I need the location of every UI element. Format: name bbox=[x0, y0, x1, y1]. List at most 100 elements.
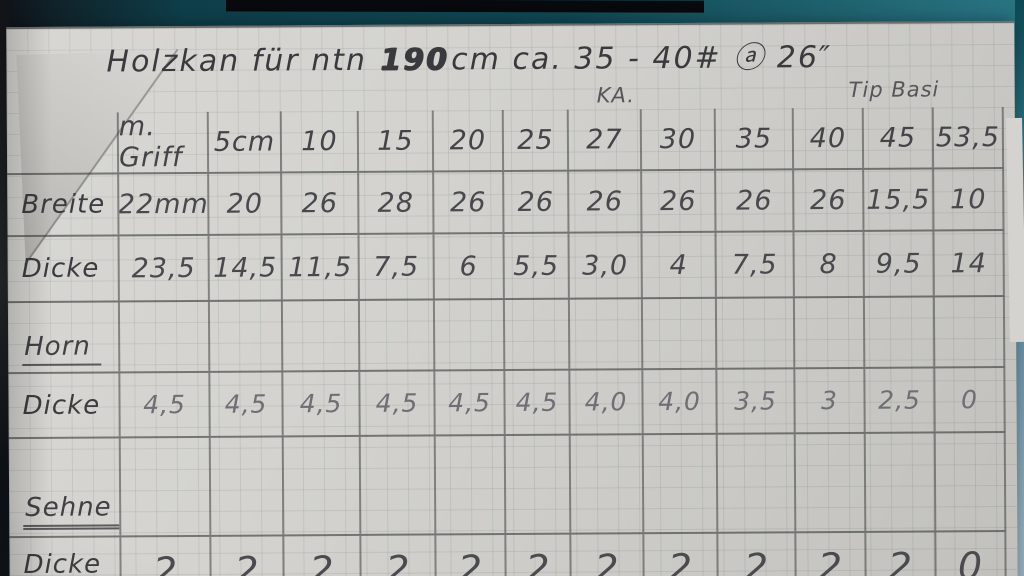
empty-cell bbox=[283, 436, 362, 535]
table-data-row: Dicke 2 2 2 2 2 2 2 2 2 2 2 0 bbox=[9, 531, 1007, 576]
value-cell: 11,5 bbox=[282, 234, 360, 300]
table-data-row: Dicke 23,5 14,5 11,5 7,5 6 5,5 3,0 4 7,5 8 9,5 14 bbox=[7, 230, 1005, 304]
value-cell: 28 bbox=[359, 172, 435, 233]
value-cell: 7,5 bbox=[359, 234, 435, 299]
value-cell: 2 bbox=[644, 533, 719, 576]
value-cell: 23,5 bbox=[119, 235, 210, 301]
value-cell: 3,0 bbox=[569, 233, 643, 298]
value-cell: 2 bbox=[506, 534, 572, 576]
value-cell: 0 bbox=[935, 367, 1006, 432]
dark-strip-top bbox=[225, 0, 705, 13]
column-header-cell: m. Griff bbox=[118, 111, 210, 173]
row-label-cell: Dicke bbox=[8, 373, 121, 438]
empty-cell bbox=[794, 297, 866, 368]
title-suffix: cm ca. 35 - 40# ⓐ 26″ bbox=[451, 40, 833, 78]
empty-cell bbox=[504, 299, 571, 370]
value-cell: 15,5 bbox=[864, 169, 935, 230]
empty-cell bbox=[209, 301, 284, 371]
empty-cell bbox=[120, 437, 212, 536]
value-cell: 22mm bbox=[119, 173, 210, 235]
empty-cell bbox=[360, 436, 437, 534]
value-cell: 26 bbox=[434, 172, 505, 233]
section-label-text: Horn bbox=[22, 331, 101, 366]
measurement-table: m. Griff 5cm 10 15 20 25 27 30 35 40 45 53,5 Breite 2… bbox=[6, 106, 1007, 576]
empty-cell bbox=[435, 436, 507, 534]
empty-cell bbox=[505, 435, 572, 534]
page-title: Holzkan für ntn 190cm ca. 35 - 40# ⓐ 26″ bbox=[106, 38, 832, 82]
section-label-cell: Sehne bbox=[8, 438, 122, 537]
table-section-row: Sehne bbox=[8, 432, 1007, 539]
table-data-row: Breite 22mm 20 26 28 26 26 26 26 26 26 15,5 10 bbox=[7, 168, 1005, 238]
column-header-cell: 30 bbox=[641, 108, 717, 170]
value-cell: 14,5 bbox=[209, 235, 283, 300]
value-cell: 10 bbox=[934, 168, 1005, 230]
value-cell: 2 bbox=[284, 535, 362, 576]
value-cell: 3 bbox=[795, 368, 866, 433]
value-cell: 4,5 bbox=[505, 370, 571, 435]
column-header-cell: 35 bbox=[715, 108, 795, 169]
title-prefix: Holzkan für ntn bbox=[106, 42, 368, 80]
value-cell: 5,5 bbox=[504, 233, 570, 299]
empty-cell bbox=[642, 298, 718, 369]
value-cell: 4,5 bbox=[120, 372, 211, 437]
value-cell: 20 bbox=[209, 173, 283, 234]
table-data-row: Dicke 4,5 4,5 4,5 4,5 4,5 4,5 4,0 4,0 3,5 3 2,5 0 bbox=[8, 367, 1006, 440]
paper-sheet: Holzkan für ntn 190cm ca. 35 - 40# ⓐ 26″… bbox=[6, 20, 1018, 576]
value-cell: 2 bbox=[361, 535, 437, 576]
section-label-text: Sehne bbox=[23, 492, 122, 530]
value-cell: 2 bbox=[571, 534, 645, 576]
empty-cell bbox=[434, 300, 506, 370]
value-cell: 2 bbox=[121, 536, 212, 576]
value-cell: 4,5 bbox=[283, 371, 361, 436]
section-label-cell: Horn bbox=[7, 302, 121, 373]
value-cell: 6 bbox=[434, 234, 505, 299]
value-cell: 14 bbox=[934, 230, 1005, 296]
value-cell: 7,5 bbox=[716, 232, 795, 297]
value-cell: 26 bbox=[716, 170, 795, 231]
empty-cell bbox=[569, 299, 644, 369]
empty-cell bbox=[865, 433, 937, 531]
value-cell: 26 bbox=[504, 171, 570, 233]
value-cell: 26 bbox=[794, 169, 865, 231]
empty-cell bbox=[282, 300, 361, 371]
column-header-cell: 25 bbox=[503, 109, 570, 171]
row-label-cell: Dicke bbox=[9, 537, 122, 576]
empty-cell bbox=[359, 300, 436, 370]
annotation-tip-basi: Tip Basi bbox=[848, 77, 940, 102]
value-cell: 4,5 bbox=[435, 371, 506, 435]
value-cell: 26 bbox=[569, 171, 643, 232]
column-header-cell: 5cm bbox=[208, 111, 283, 172]
column-header-cell: 53,5 bbox=[933, 106, 1005, 168]
value-cell: 2 bbox=[866, 532, 937, 576]
title-scribbled-number: 190 bbox=[380, 42, 450, 78]
value-cell: 9,5 bbox=[864, 231, 935, 296]
value-cell: 4 bbox=[642, 232, 717, 298]
value-cell: 2,5 bbox=[865, 368, 936, 432]
value-cell: 4,5 bbox=[210, 372, 284, 436]
column-header-cell: 27 bbox=[568, 109, 643, 170]
row-label-cell: Dicke bbox=[7, 236, 120, 302]
empty-cell bbox=[643, 434, 719, 533]
value-cell: 3,5 bbox=[717, 369, 796, 433]
annotation-ka: KA. bbox=[596, 83, 635, 108]
paper-edge-patch bbox=[1006, 117, 1024, 343]
photo-left-edge bbox=[0, 0, 9, 470]
table-section-row: Horn bbox=[7, 296, 1006, 375]
empty-cell bbox=[570, 435, 645, 533]
row-label-cell: Breite bbox=[7, 174, 120, 236]
empty-cell bbox=[210, 437, 285, 535]
value-cell: 26 bbox=[282, 172, 360, 234]
corner-cell bbox=[6, 112, 120, 174]
value-cell: 4,5 bbox=[360, 371, 436, 435]
table-header-row: m. Griff 5cm 10 15 20 25 27 30 35 40 45 53,5 bbox=[6, 106, 1005, 176]
value-cell: 2 bbox=[436, 535, 507, 576]
empty-cell bbox=[935, 432, 1007, 531]
column-header-cell: 45 bbox=[863, 107, 935, 168]
value-cell: 26 bbox=[642, 170, 717, 232]
empty-cell bbox=[795, 433, 867, 532]
column-header-cell: 10 bbox=[281, 110, 360, 172]
value-cell: 2 bbox=[718, 533, 797, 576]
empty-cell bbox=[864, 297, 936, 367]
empty-cell bbox=[716, 298, 796, 368]
